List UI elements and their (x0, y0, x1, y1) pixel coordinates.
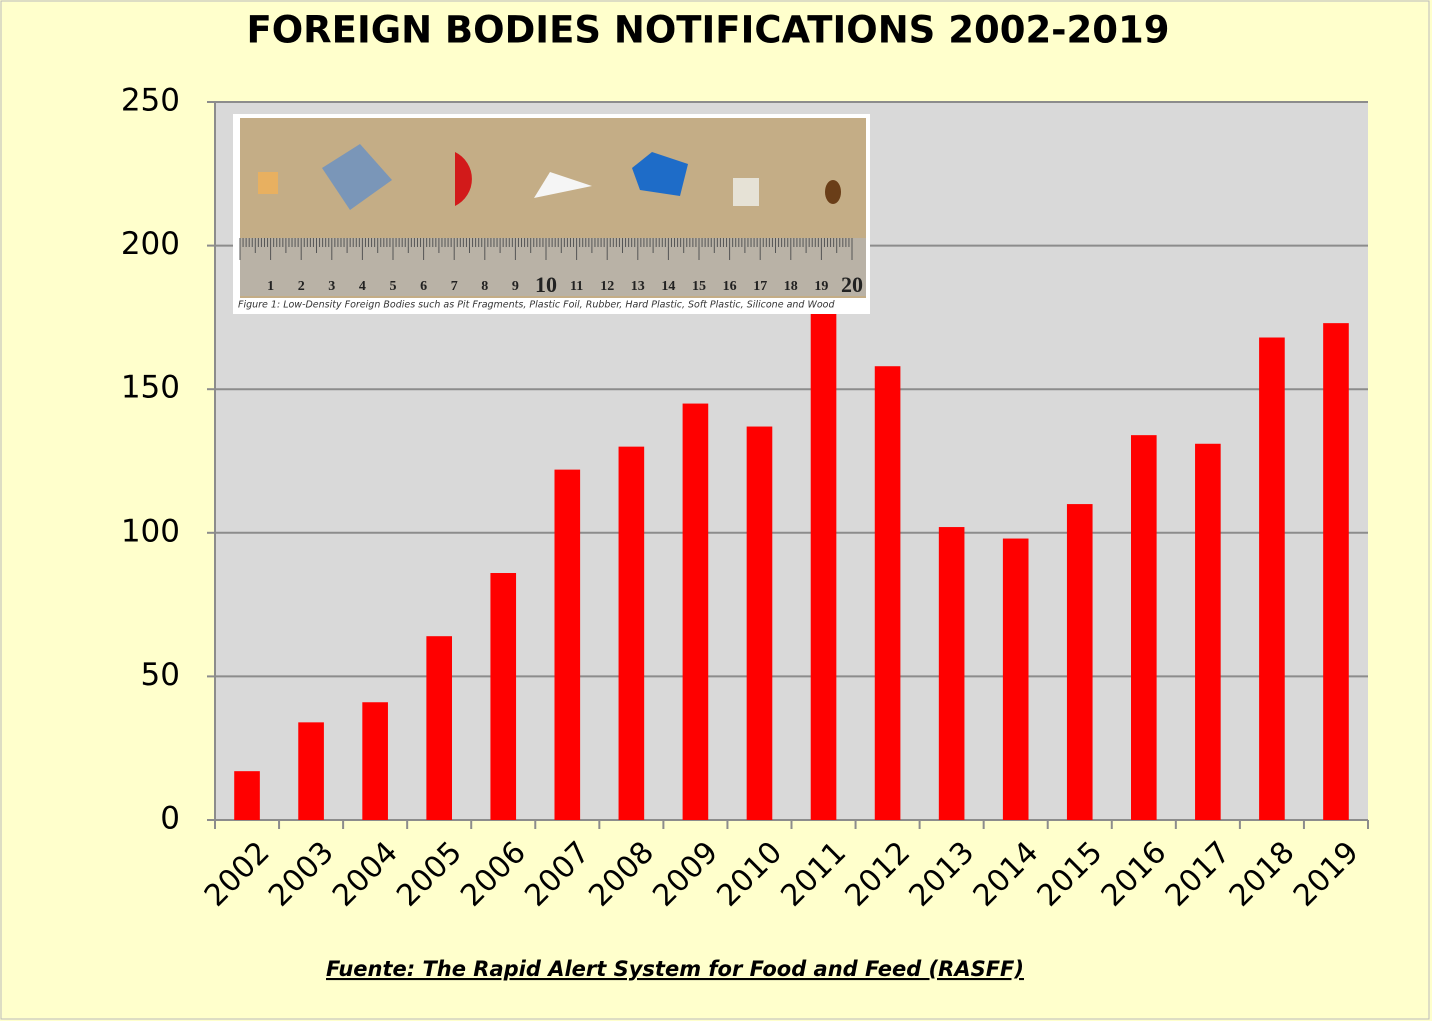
ruler-label: 11 (570, 279, 583, 294)
bar (683, 404, 709, 820)
ruler-label: 13 (631, 279, 645, 294)
source-note: Fuente: The Rapid Alert System for Food … (326, 957, 1024, 981)
bar (1323, 323, 1349, 820)
y-tick-label: 200 (121, 226, 180, 262)
y-tick-label: 250 (121, 83, 180, 119)
bar (1131, 435, 1157, 820)
y-tick-label: 50 (141, 657, 180, 693)
inset-caption: Figure 1: Low-Density Foreign Bodies suc… (238, 300, 835, 311)
ruler-label: 7 (451, 279, 458, 294)
object-wood (825, 180, 841, 204)
bar (619, 447, 645, 820)
bar (234, 771, 260, 820)
bar (490, 573, 516, 820)
object-pit (258, 172, 278, 194)
ruler-label: 15 (692, 279, 706, 294)
y-tick-label: 150 (121, 370, 180, 406)
y-tick-label: 0 (160, 801, 180, 837)
ruler-label: 12 (600, 279, 614, 294)
ruler-label: 10 (535, 272, 557, 297)
ruler-label: 20 (841, 272, 863, 297)
ruler-label: 19 (814, 279, 828, 294)
bar (1195, 444, 1221, 820)
page: FOREIGN BODIES NOTIFICATIONS 2002-2019 F… (0, 0, 1432, 1021)
bar (1259, 338, 1285, 820)
ruler-label: 6 (420, 279, 427, 294)
y-tick-label: 100 (121, 513, 180, 549)
ruler-label: 2 (298, 279, 305, 294)
bar (747, 427, 773, 820)
chart: FOREIGN BODIES NOTIFICATIONS 2002-2019 F… (0, 0, 1432, 1021)
bar (939, 527, 965, 820)
bar (298, 722, 324, 820)
bar (875, 366, 901, 820)
ruler-label: 1 (267, 279, 274, 294)
ruler-label: 4 (359, 279, 366, 294)
bar (1003, 539, 1029, 820)
bar (811, 274, 837, 820)
ruler-label: 5 (390, 279, 397, 294)
object-silicone (733, 178, 759, 206)
ruler-label: 14 (661, 279, 675, 294)
chart-title: FOREIGN BODIES NOTIFICATIONS 2002-2019 (246, 9, 1169, 52)
bar (1067, 504, 1093, 820)
ruler-label: 18 (784, 279, 798, 294)
ruler-label: 3 (328, 279, 335, 294)
bar (554, 470, 580, 820)
ruler-label: 17 (753, 279, 767, 294)
ruler-label: 9 (512, 279, 519, 294)
ruler-label: 8 (481, 279, 488, 294)
ruler-label: 16 (723, 279, 737, 294)
bar (362, 702, 388, 820)
bar (426, 636, 452, 820)
